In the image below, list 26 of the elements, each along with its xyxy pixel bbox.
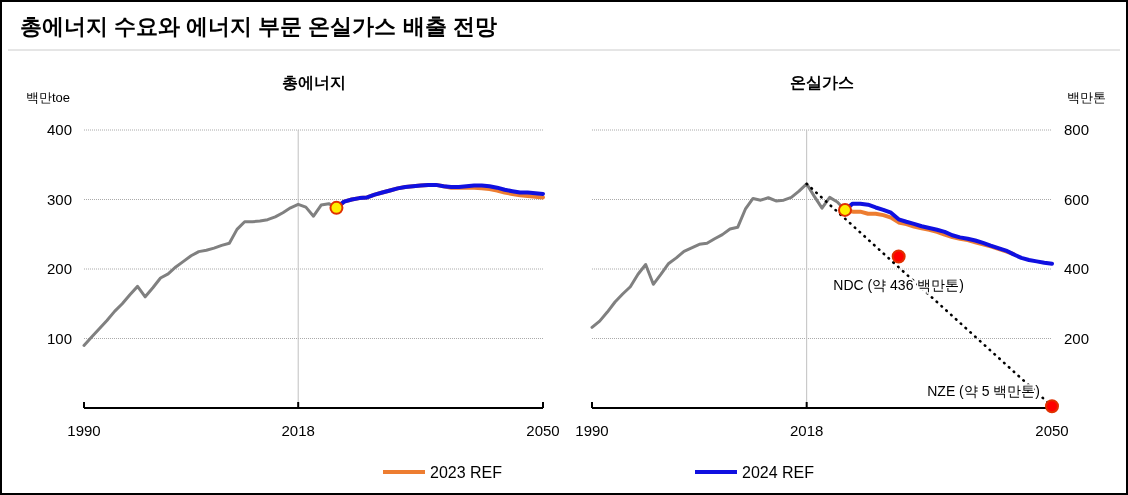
y-tick-label: 200 [46,260,72,278]
y-tick-label: 300 [46,190,72,208]
x-tick-label: 2050 [1035,422,1069,439]
x-tick-label: 1990 [575,422,609,439]
legend-label: 2023 REF [430,463,503,481]
point [1045,399,1059,414]
point [838,202,852,217]
y-tick-label: 100 [46,329,72,347]
y-tick-label: 400 [46,121,72,139]
annotation: NDC (약 436 백만톤) [833,277,965,294]
y-tick-label: 800 [1064,121,1090,139]
text: 총에너지 수요와 에너지 부문 온실가스 배출 전망 [20,14,497,39]
x-tick-label: 2018 [789,422,824,439]
y-tick-label: 400 [1064,260,1090,278]
chart-title: 총에너지 [281,74,346,91]
y-tick-label: 200 [1064,329,1090,347]
chart-title: 온실가스 [790,74,854,91]
legend-label: 2024 REF [742,463,815,481]
y-axis-title: 백만toe [25,90,71,105]
x-tick-label: 2050 [526,422,560,439]
y-tick-label: 600 [1064,190,1090,208]
point [891,249,906,264]
y-axis-title: 백만톤 [1066,90,1106,105]
x-tick-label: 2018 [281,422,315,439]
x-tick-label: 1990 [67,422,101,439]
annotation: NZE (약 5 백만톤) [927,383,1040,400]
